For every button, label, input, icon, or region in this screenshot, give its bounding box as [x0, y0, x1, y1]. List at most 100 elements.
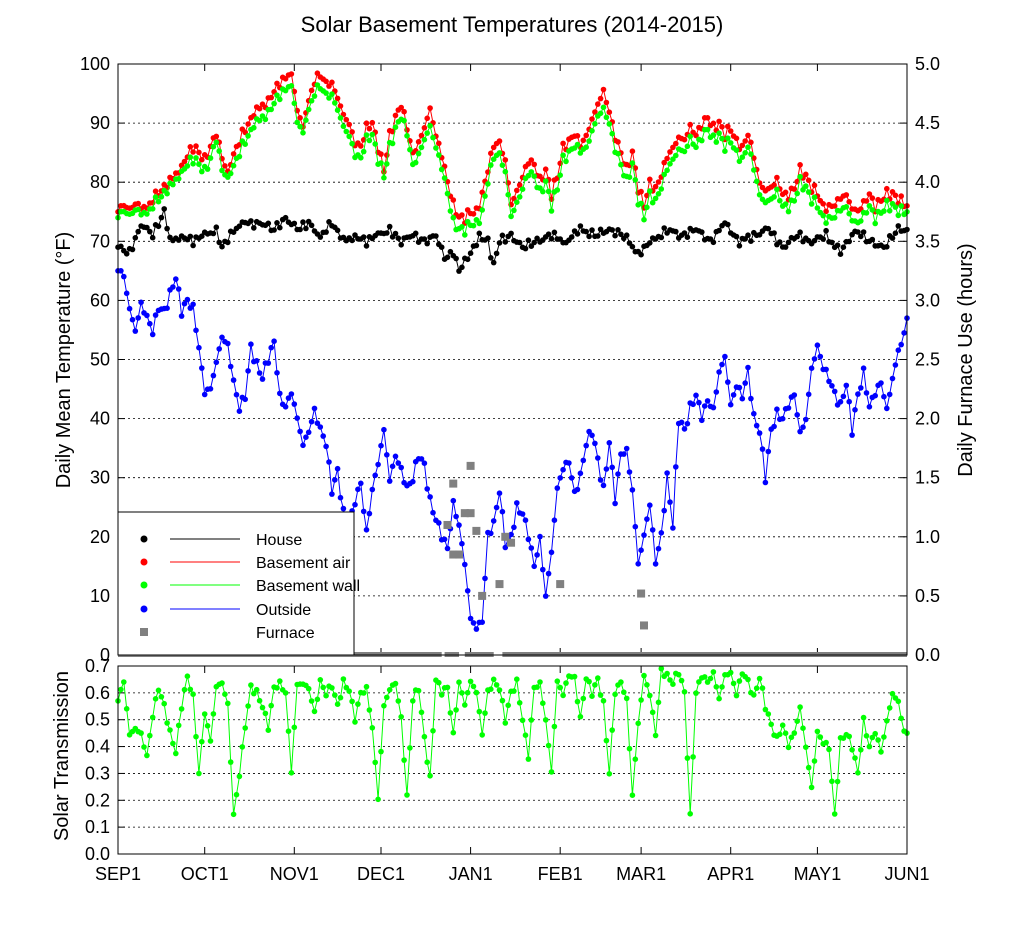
point-house [303, 225, 309, 232]
point-basement-wall [716, 130, 722, 136]
point-outside [704, 398, 711, 404]
x-tick-label-jun1: JUN1 [884, 864, 929, 884]
point-outside [886, 391, 893, 398]
point-house [291, 220, 298, 227]
point-basement-air [490, 144, 497, 151]
point-outside [175, 286, 182, 292]
point-outside [765, 448, 772, 455]
point-solar-transmission [375, 796, 381, 803]
point-basement-air [771, 182, 777, 188]
point-outside [201, 391, 208, 398]
point-solar-transmission [418, 709, 425, 716]
point-solar-transmission [701, 674, 708, 680]
point-outside [736, 384, 743, 391]
point-solar-transmission [759, 685, 766, 691]
point-solar-transmission [149, 714, 156, 721]
point-solar-transmission [196, 770, 202, 777]
point-outside [595, 455, 601, 461]
point-house [889, 235, 896, 241]
series-solar-transmission [115, 665, 910, 818]
point-basement-air [190, 149, 196, 155]
point-outside [797, 428, 803, 435]
point-basement-wall [794, 190, 800, 197]
point-house [840, 244, 847, 250]
point-solar-transmission [233, 791, 240, 798]
point-outside [121, 273, 127, 280]
point-basement-wall [392, 124, 399, 130]
point-solar-transmission [190, 691, 196, 697]
point-house [811, 237, 818, 244]
point-solar-transmission [647, 692, 653, 699]
point-basement-air [589, 116, 595, 122]
legend-label-house: House [256, 532, 302, 549]
point-basement-wall [782, 201, 789, 207]
point-basement-wall [424, 130, 431, 136]
point-basement-wall [363, 132, 370, 138]
point-house [638, 251, 644, 258]
point-basement-wall [710, 132, 717, 138]
point-solar-transmission [855, 770, 861, 776]
main-y-tick-label: 30 [90, 468, 110, 488]
point-house [308, 222, 315, 229]
point-house [586, 233, 592, 240]
point-solar-transmission [349, 698, 355, 705]
point-basement-wall [207, 155, 214, 161]
point-solar-transmission [756, 675, 763, 682]
point-house [615, 227, 621, 233]
point-solar-transmission [696, 679, 702, 685]
point-basement-wall [673, 152, 679, 159]
point-outside [739, 395, 746, 402]
point-house [797, 229, 803, 235]
main-y-tick-label: 90 [90, 113, 110, 133]
point-solar-transmission [609, 727, 615, 733]
point-basement-air [378, 151, 384, 157]
point-basement-wall [305, 106, 312, 113]
point-basement-wall [360, 148, 367, 155]
series-basement-air [115, 70, 910, 226]
point-house [297, 226, 303, 233]
point-outside [190, 301, 196, 308]
point-outside [398, 464, 405, 471]
series-line-basement-air [117, 72, 908, 225]
point-basement-air [782, 189, 789, 196]
point-solar-transmission [352, 719, 358, 725]
point-solar-transmission [649, 709, 656, 716]
point-house [609, 227, 615, 233]
point-solar-transmission [525, 756, 532, 762]
point-basement-wall [297, 123, 303, 130]
point-basement-air [693, 132, 699, 139]
point-basement-wall [511, 207, 517, 214]
point-outside [369, 486, 376, 493]
point-basement-air [661, 159, 667, 166]
point-basement-wall [170, 181, 176, 188]
point-outside [490, 518, 497, 524]
bottom-y-axis-label: Solar Transmission [51, 671, 73, 841]
point-solar-transmission [401, 757, 407, 763]
series-line-outside [118, 270, 908, 631]
point-house [684, 234, 691, 240]
point-outside [170, 284, 176, 290]
point-basement-air [230, 151, 237, 157]
furnace-point [472, 526, 481, 535]
main-y-tick-label: 10 [90, 586, 110, 606]
point-basement-wall [219, 167, 225, 174]
point-basement-wall [337, 115, 344, 121]
point-solar-transmission [603, 737, 610, 744]
point-outside [855, 391, 861, 397]
point-outside [479, 619, 486, 625]
point-house [623, 232, 630, 238]
point-outside [722, 353, 728, 360]
point-outside [508, 531, 514, 538]
point-outside [314, 420, 321, 427]
point-outside [699, 417, 705, 424]
point-basement-wall [308, 98, 315, 104]
point-solar-transmission [644, 682, 650, 688]
point-outside [701, 403, 708, 409]
point-outside [785, 405, 792, 411]
x-tick-label-dec1: DEC1 [357, 864, 405, 884]
point-basement-wall [294, 119, 301, 126]
main-y2-tick-label: 1.5 [915, 468, 940, 488]
point-outside [528, 545, 535, 551]
point-outside [274, 370, 280, 376]
point-solar-transmission [386, 687, 393, 693]
